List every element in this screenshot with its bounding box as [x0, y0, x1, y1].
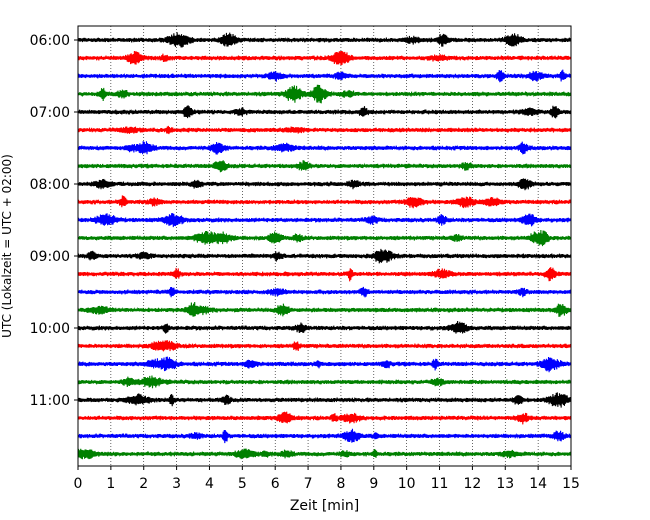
x-tick-label: 14 — [529, 476, 547, 492]
trace-line — [77, 301, 572, 317]
trace-line — [77, 230, 572, 247]
trace-line — [77, 69, 572, 83]
trace-line — [77, 50, 572, 66]
x-tick-label: 0 — [74, 476, 83, 492]
x-tick-label: 10 — [398, 476, 416, 492]
x-tick-label: 2 — [139, 476, 148, 492]
trace-line — [77, 178, 572, 191]
trace-line — [77, 195, 572, 209]
x-tick-label: 4 — [205, 476, 214, 492]
x-tick-label: 11 — [431, 476, 449, 492]
trace-line — [77, 248, 572, 264]
trace-line — [77, 286, 572, 298]
trace-line — [77, 428, 572, 444]
trace-line — [77, 125, 572, 135]
trace-line — [77, 160, 572, 173]
y-tick-label: 11:00 — [30, 393, 70, 409]
x-tick-label: 13 — [496, 476, 514, 492]
y-tick-label: 06:00 — [30, 33, 70, 49]
x-tick-label: 9 — [369, 476, 378, 492]
trace-line — [77, 448, 572, 460]
x-tick-label: 5 — [238, 476, 247, 492]
trace-line — [77, 392, 572, 408]
x-tick-label: 3 — [172, 476, 181, 492]
x-axis-label: Zeit [min] — [290, 498, 359, 514]
trace-line — [77, 32, 572, 48]
y-tick-label: 08:00 — [30, 177, 70, 193]
trace-line — [77, 321, 572, 334]
x-tick-label: 12 — [463, 476, 481, 492]
grid-lines — [110, 26, 539, 466]
plot-background — [78, 26, 571, 466]
trace-line — [77, 375, 572, 389]
y-tick-label: 10:00 — [30, 321, 70, 337]
trace-line — [77, 213, 572, 228]
y-tick-label: 07:00 — [30, 105, 70, 121]
trace-line — [77, 356, 572, 373]
x-tick-label: 7 — [304, 476, 313, 492]
x-tick-label: 8 — [336, 476, 345, 492]
traces — [77, 32, 572, 460]
x-tick-label: 15 — [562, 476, 580, 492]
plot-frame — [77, 25, 572, 467]
trace-line — [77, 141, 572, 155]
trace-line — [77, 267, 572, 282]
trace-line — [77, 84, 572, 104]
trace-line — [77, 340, 572, 352]
y-axis-label: UTC (Lokalzeit = UTC + 02:00) — [0, 154, 14, 338]
trace-line — [77, 105, 572, 119]
x-tick-label: 6 — [271, 476, 280, 492]
x-tick-label: 1 — [106, 476, 115, 492]
x-axis-ticks: 0 1 2 3 4 5 6 7 8 9 10 11 12 13 14 15 — [74, 466, 580, 492]
y-tick-label: 09:00 — [30, 249, 70, 265]
trace-line — [77, 411, 572, 425]
y-axis-ticks: 06:00 07:00 08:00 09:00 10:00 11:00 — [30, 33, 78, 409]
